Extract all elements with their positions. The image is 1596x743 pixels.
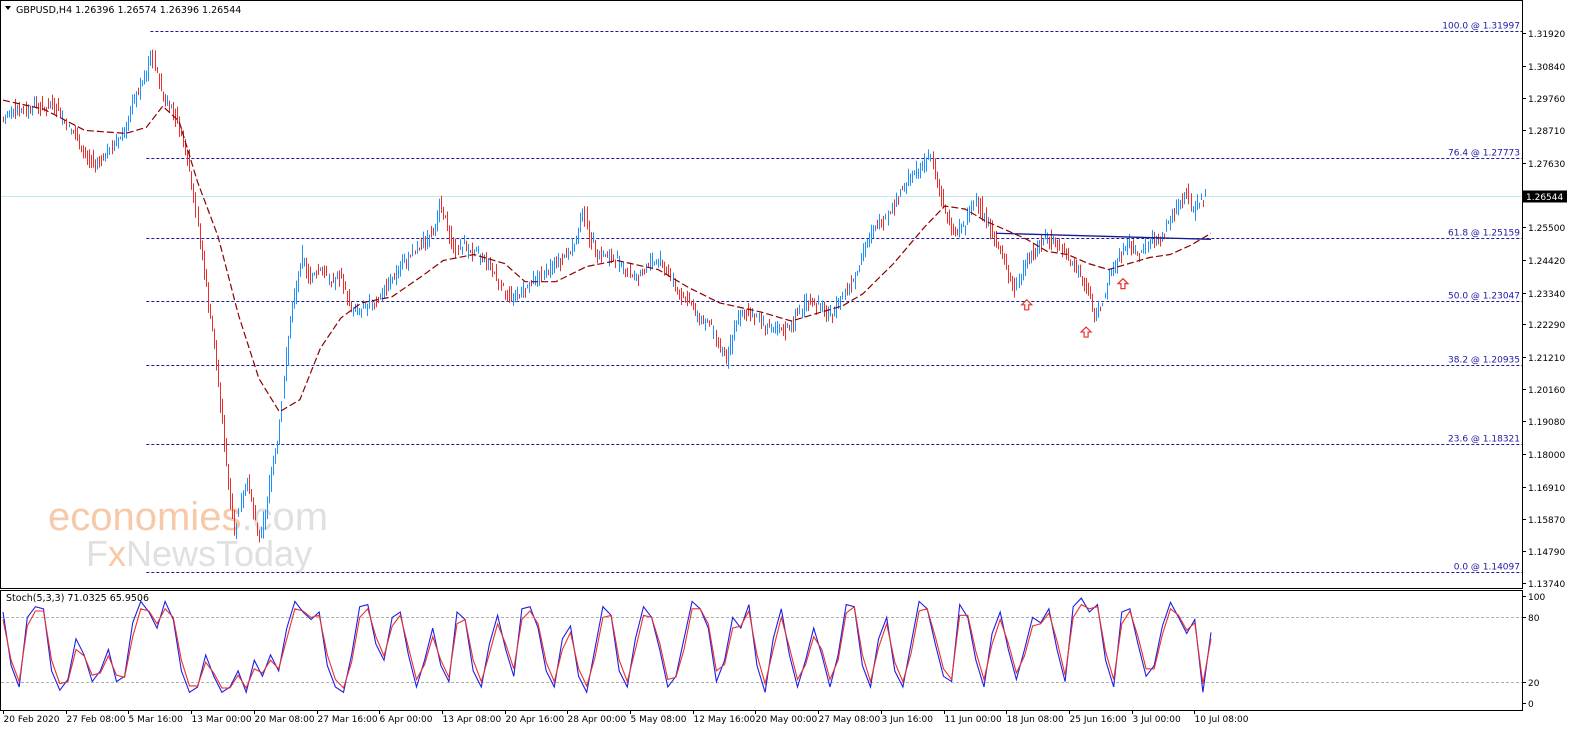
x-tick-label: 13 Mar 00:00 — [192, 715, 252, 725]
y-tick-label: 1.23340 — [1528, 290, 1565, 300]
trendline[interactable] — [995, 232, 1212, 240]
collapse-triangle-icon[interactable] — [5, 6, 11, 10]
y-tick-label: 1.13740 — [1528, 580, 1565, 590]
x-tick-label: 20 Feb 2020 — [4, 715, 60, 725]
candles — [3, 49, 1206, 543]
x-tick-label: 3 Jul 00:00 — [1133, 715, 1182, 725]
stoch-tick-label: 100 — [1528, 593, 1545, 603]
y-tick-label: 1.29760 — [1528, 95, 1565, 105]
up-arrows — [1020, 277, 1130, 338]
x-tick-label: 11 Jun 00:00 — [945, 715, 1002, 725]
fib-level-label: 23.6 @ 1.18321 — [1448, 435, 1520, 445]
x-tick-label: 28 Apr 00:00 — [568, 715, 627, 725]
x-tick-label: 27 Mar 16:00 — [318, 715, 378, 725]
x-tick-label: 20 May 00:00 — [756, 715, 818, 725]
up-arrow-icon — [1020, 298, 1034, 311]
x-tick-label: 5 May 08:00 — [631, 715, 687, 725]
x-tick-label: 20 Mar 08:00 — [255, 715, 315, 725]
indicator-frame — [0, 590, 1523, 711]
x-tick-label: 6 Apr 00:00 — [380, 715, 433, 725]
moving-average — [2, 99, 1212, 413]
fib-level-label: 76.4 @ 1.27773 — [1448, 149, 1520, 159]
x-tick-label: 13 Apr 08:00 — [443, 715, 502, 725]
y-tick-label: 1.19080 — [1528, 418, 1565, 428]
y-tick-label: 1.20160 — [1528, 386, 1565, 396]
y-tick-label: 1.27630 — [1528, 160, 1565, 170]
last-price-label: 1.26544 — [1526, 193, 1563, 203]
stochastic-panel: 100 80 20 0 — [1, 593, 1545, 710]
stoch-tick-label: 0 — [1528, 700, 1534, 710]
trendline-segment[interactable] — [995, 232, 1212, 240]
y-tick-label: 1.16910 — [1528, 484, 1565, 494]
x-tick-label: 25 Jun 16:00 — [1070, 715, 1127, 725]
symbol-header[interactable]: GBPUSD,H4 1.26396 1.26574 1.26396 1.2654… — [5, 5, 241, 16]
x-tick-label: 18 Jun 08:00 — [1007, 715, 1064, 725]
y-tick-label: 1.31920 — [1528, 30, 1565, 40]
price-axis: 1.31920 1.30840 1.29760 1.28710 1.27630 1.265… — [1522, 30, 1567, 590]
stoch-tick-label: 20 — [1528, 679, 1540, 689]
up-arrow-icon — [1116, 277, 1130, 290]
fibonacci-levels: 100.0 @ 1.31997 76.4 @ 1.27773 61.8 @ 1.25… — [146, 22, 1522, 573]
y-tick-label: 1.21210 — [1528, 354, 1565, 364]
fib-level-label: 50.0 @ 1.23047 — [1448, 292, 1520, 302]
x-tick-label: 20 Apr 16:00 — [506, 715, 565, 725]
x-tick-label: 3 Jun 16:00 — [882, 715, 934, 725]
stoch-series-line — [2, 603, 1212, 690]
main-chart-frame — [0, 0, 1523, 589]
x-tick-label: 5 Mar 16:00 — [129, 715, 184, 725]
up-arrow-icon — [1079, 326, 1093, 338]
y-tick-label: 1.30840 — [1528, 63, 1565, 73]
moving-average-line — [2, 99, 1212, 413]
y-tick-label: 1.14790 — [1528, 548, 1565, 558]
svg-text:economies.com: economies.com — [48, 495, 328, 539]
fib-level-label: 38.2 @ 1.20935 — [1448, 356, 1520, 366]
time-axis: 20 Feb 2020 27 Feb 08:00 5 Mar 16:00 13 Mar… — [3, 710, 1249, 725]
y-tick-label: 1.28710 — [1528, 127, 1565, 137]
y-tick-label: 1.18000 — [1528, 451, 1565, 461]
y-tick-label: 1.24420 — [1528, 257, 1565, 267]
fib-level-label: 0.0 @ 1.14097 — [1454, 563, 1520, 573]
x-tick-label: 10 Jul 08:00 — [1195, 715, 1249, 725]
last-price-tag — [1523, 190, 1567, 203]
y-tick-label: 1.25500 — [1528, 224, 1565, 234]
stochastic-header-text: Stoch(5,3,3) 71.0325 65.9506 — [6, 593, 149, 604]
y-tick-label: 1.22290 — [1528, 321, 1565, 331]
watermark-x: x — [108, 533, 126, 574]
watermark-newstoday: NewsToday — [126, 533, 312, 574]
watermark: economies.com FxNewsToday — [48, 495, 328, 574]
symbol-header-text: GBPUSD,H4 1.26396 1.26574 1.26396 1.2654… — [16, 5, 241, 16]
fib-level-label: 61.8 @ 1.25159 — [1448, 229, 1520, 239]
x-tick-label: 27 May 08:00 — [819, 715, 881, 725]
watermark-economies: economies — [48, 495, 241, 539]
watermark-f: F — [86, 533, 108, 574]
stoch-tick-label: 80 — [1528, 614, 1540, 624]
y-tick-label: 1.15870 — [1528, 516, 1565, 526]
x-tick-label: 12 May 16:00 — [694, 715, 756, 725]
svg-text:FxNewsToday: FxNewsToday — [86, 533, 312, 574]
stoch-series-line — [2, 597, 1212, 695]
x-tick-label: 27 Feb 08:00 — [67, 715, 126, 725]
fib-level-label: 100.0 @ 1.31997 — [1442, 22, 1520, 32]
